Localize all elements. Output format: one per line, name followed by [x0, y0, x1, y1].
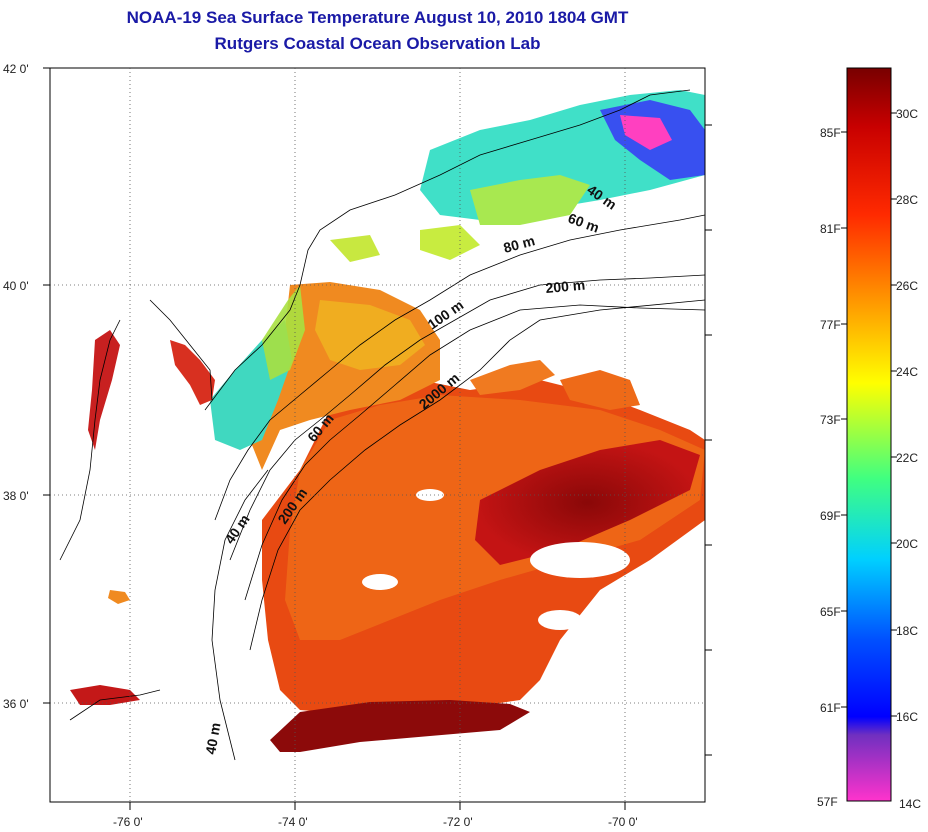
sst-field — [70, 90, 705, 760]
colorbar-f-61: 61F — [820, 701, 841, 715]
lat-label-40: 40 0' — [3, 279, 29, 293]
colorbar-c-24: 24C — [896, 365, 918, 379]
lat-label-42: 42 0' — [3, 62, 29, 76]
colorbar-c-14: 14C — [899, 797, 921, 811]
colorbar-c-30: 30C — [896, 107, 918, 121]
map-title: NOAA-19 Sea Surface Temperature August 1… — [126, 8, 629, 27]
colorbar-f-57: 57F — [817, 795, 838, 809]
lon-label-74: -74 0' — [278, 815, 308, 829]
colorbar-ticks — [841, 112, 897, 717]
lon-label-76: -76 0' — [113, 815, 143, 829]
colorbar-f-85: 85F — [820, 126, 841, 140]
map-subtitle: Rutgers Coastal Ocean Observation Lab — [214, 34, 541, 53]
lat-label-38: 38 0' — [3, 489, 29, 503]
lon-label-70: -70 0' — [608, 815, 638, 829]
contour-label-40m-south: 40 m — [202, 721, 223, 755]
colorbar-c-22: 22C — [896, 451, 918, 465]
map-frame — [49, 67, 706, 803]
lon-label-72: -72 0' — [443, 815, 473, 829]
colorbar-c-18: 18C — [896, 624, 918, 638]
colorbar-f-73: 73F — [820, 413, 841, 427]
colorbar-f-77: 77F — [820, 318, 841, 332]
contour-lines — [59, 89, 705, 761]
colorbar-f-65: 65F — [820, 605, 841, 619]
colorbar-c-16: 16C — [896, 710, 918, 724]
colorbar-c-20: 20C — [896, 537, 918, 551]
colorbar — [846, 67, 892, 802]
colorbar-f-81: 81F — [820, 222, 841, 236]
colorbar-c-26: 26C — [896, 279, 918, 293]
colorbar-c-28: 28C — [896, 193, 918, 207]
axis-ticks — [43, 67, 712, 810]
contour-label-200m-north: 200 m — [545, 277, 586, 296]
lat-label-36: 36 0' — [3, 697, 29, 711]
contour-label-80m: 80 m — [502, 232, 537, 256]
colorbar-f-69: 69F — [820, 509, 841, 523]
